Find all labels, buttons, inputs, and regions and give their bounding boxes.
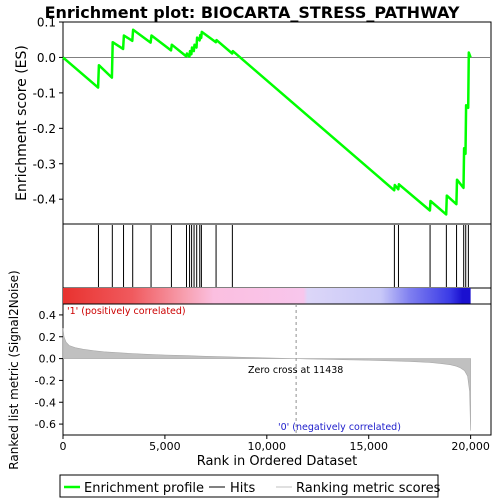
es-y-tick-label: -0.2 <box>33 122 56 136</box>
rank-color-bar <box>62 287 492 305</box>
legend-label-enrichment-profile: Enrichment profile <box>84 481 204 496</box>
es-plot-frame <box>62 21 492 225</box>
ranking-y-tick-label: -0.4 <box>35 396 56 409</box>
hits-panel <box>62 223 492 289</box>
negative-correlation-label: '0' (negatively correlated) <box>278 422 401 433</box>
hits-frame <box>62 223 492 289</box>
legend-frame <box>59 474 439 498</box>
ranking-y-axis-label: Ranked list metric (Signal2Noise) <box>7 270 21 469</box>
legend-label-hits: Hits <box>230 481 255 496</box>
x-tick-label: 15,000 <box>349 440 388 453</box>
x-axis-label: Rank in Ordered Dataset <box>197 454 358 469</box>
legend-label-ranking-metric: Ranking metric scores <box>296 481 441 496</box>
es-y-tick-label: -0.4 <box>33 193 56 207</box>
ranking-y-tick-label: -0.2 <box>35 374 56 387</box>
es-panel: 0.1 0.0 -0.1 -0.2 -0.3 -0.4 Enrichment score … <box>14 16 492 225</box>
ranking-y-ticks: 0.4 0.2 0.0 -0.2 -0.4 -0.6 <box>35 309 63 431</box>
es-y-tick-label: 0.0 <box>37 51 56 65</box>
x-tick-label: 20,000 <box>451 440 490 453</box>
es-y-axis-label: Enrichment score (ES) <box>14 45 30 201</box>
ranking-y-tick-label: 0.0 <box>39 353 57 366</box>
chart-title: Enrichment plot: BIOCARTA_STRESS_PATHWAY <box>45 3 460 22</box>
es-y-ticks: 0.1 0.0 -0.1 -0.2 -0.3 -0.4 <box>33 16 63 207</box>
positive-correlation-label: '1' (positively correlated) <box>67 306 186 317</box>
x-tick-label: 0 <box>60 440 67 453</box>
legend: Enrichment profile Hits Ranking metric s… <box>59 474 441 498</box>
ranking-x-ticks: 0 5,000 10,000 15,000 20,000 <box>60 435 490 453</box>
enrichment-profile-line <box>62 28 472 216</box>
ranking-y-tick-label: 0.2 <box>39 331 57 344</box>
ranking-metric-panel: 0.4 0.2 0.0 -0.2 -0.4 -0.6 0 5,000 10,000 15,000… <box>7 270 492 470</box>
zero-cross-label: Zero cross at 11438 <box>248 365 343 376</box>
ranking-plot-frame <box>62 303 492 436</box>
es-y-tick-label: 0.1 <box>37 16 56 30</box>
es-y-tick-label: -0.3 <box>33 157 56 171</box>
x-tick-label: 5,000 <box>149 440 181 453</box>
hit-markers <box>97 225 469 287</box>
ranking-y-tick-label: 0.4 <box>39 309 57 322</box>
es-y-tick-label: -0.1 <box>33 86 56 100</box>
x-tick-label: 10,000 <box>248 440 287 453</box>
ranking-y-tick-label: -0.6 <box>35 418 56 431</box>
rank-color-bar-fill <box>63 288 471 304</box>
